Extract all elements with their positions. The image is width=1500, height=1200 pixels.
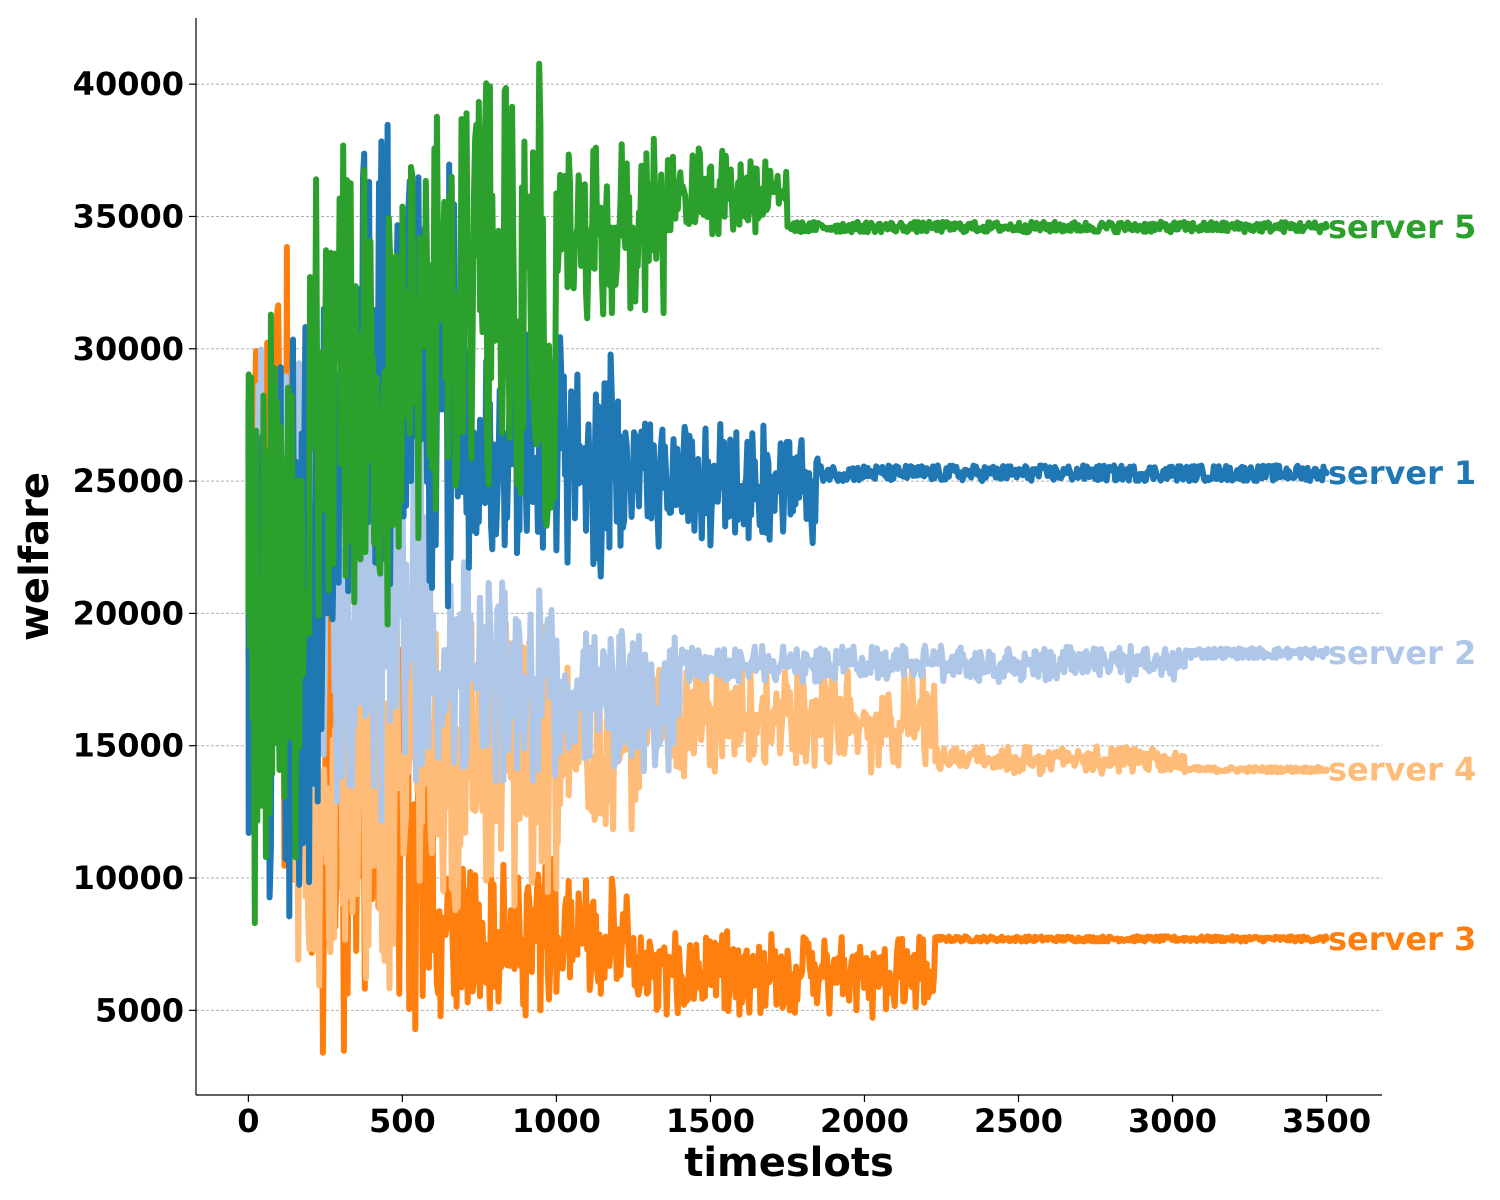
x-tick-label: 1500: [666, 1102, 755, 1140]
y-tick-label: 35000: [73, 197, 184, 235]
series-label-server-5: server 5: [1328, 208, 1476, 246]
axes: [195, 18, 1382, 1096]
x-tick-label: 0: [237, 1102, 259, 1140]
series-label-server-3: server 3: [1328, 920, 1476, 958]
tick-labels: 5000 10000 15000 20000 25000 30000 35000 40000 0…: [73, 65, 1371, 1140]
x-tick-label: 3500: [1282, 1102, 1371, 1140]
x-tick-label: 2000: [820, 1102, 909, 1140]
y-tick-label: 30000: [73, 330, 184, 368]
x-tick-label: 3000: [1128, 1102, 1217, 1140]
series-label-server-2: server 2: [1328, 634, 1476, 672]
x-tick-label: 1000: [512, 1102, 601, 1140]
y-tick-label: 40000: [73, 65, 184, 103]
series-label-server-1: server 1: [1328, 454, 1476, 492]
y-tick-label: 20000: [73, 594, 184, 632]
x-tick-label: 2500: [974, 1102, 1063, 1140]
series-labels: server 3 server 4 server 2 server 1 server 5: [1328, 208, 1476, 958]
y-tick-label: 15000: [73, 727, 184, 765]
y-tick-label: 10000: [73, 859, 184, 897]
series-line-server-2: [245, 346, 1330, 824]
series-lines: [245, 60, 1330, 1056]
y-tick-label: 5000: [95, 991, 184, 1029]
y-axis-title: welfare: [12, 472, 58, 641]
x-axis-title: timeslots: [684, 1140, 894, 1186]
y-tick-label: 25000: [73, 462, 184, 500]
series-line-server-5: [245, 60, 1330, 927]
series-label-server-4: server 4: [1328, 751, 1476, 789]
x-tick-label: 500: [369, 1102, 436, 1140]
